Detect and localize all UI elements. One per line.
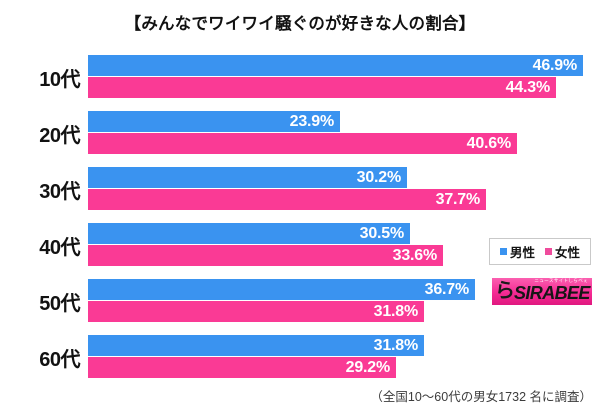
sirabee-logo: ニュースサイトしらべぇ ら SIRABEE	[492, 278, 592, 305]
bar-row-male: 30.5%	[88, 223, 410, 244]
age-label: 40代	[39, 237, 80, 259]
legend-swatch-female-icon	[545, 248, 552, 255]
bar-row-female: 44.3%	[88, 77, 556, 98]
bar-value-male: 23.9%	[289, 113, 335, 130]
age-group-row: 10代 46.9% 44.3%	[0, 55, 600, 100]
bar-value-female: 37.7%	[435, 191, 481, 208]
bar-row-female: 31.8%	[88, 301, 424, 322]
age-label: 30代	[39, 181, 80, 203]
bar-pair: 31.8% 29.2%	[88, 335, 600, 380]
legend-swatch-male-icon	[499, 248, 507, 255]
age-label: 50代	[39, 293, 80, 315]
bar-female[interactable]	[88, 77, 556, 98]
bar-row-female: 37.7%	[88, 189, 486, 210]
legend-item-male: 男性	[499, 242, 535, 261]
chart-footnote: （全国10～60代の男女1732 名に調査）	[370, 390, 592, 404]
bar-value-female: 40.6%	[466, 135, 512, 152]
bar-female[interactable]	[88, 133, 517, 154]
bar-female[interactable]	[88, 245, 443, 266]
bar-male[interactable]	[88, 279, 475, 300]
age-group-row: 60代 31.8% 29.2%	[0, 335, 600, 380]
age-group-row: 50代 36.7% 31.8%	[0, 279, 600, 324]
bar-value-male: 30.2%	[356, 169, 402, 186]
bar-value-male: 46.9%	[532, 57, 578, 74]
legend-label-female: 女性	[555, 246, 581, 260]
bar-male[interactable]	[88, 167, 407, 188]
logo-mark-icon: ら	[495, 280, 515, 302]
bar-female[interactable]	[88, 301, 424, 322]
logo-wordmark: SIRABEE	[514, 283, 590, 303]
legend-label-male: 男性	[509, 246, 535, 260]
bar-row-male: 46.9%	[88, 55, 583, 76]
age-group-row: 30代 30.2% 37.7%	[0, 167, 600, 212]
bar-row-male: 23.9%	[88, 111, 340, 132]
bar-row-male: 31.8%	[88, 335, 424, 356]
plot-area: 10代 46.9% 44.3% 20代 23.9%	[0, 55, 600, 385]
bar-value-male: 36.7%	[424, 281, 470, 298]
chart-legend: 男性 女性	[489, 238, 591, 265]
logo-tagline: ニュースサイトしらべぇ	[534, 278, 588, 283]
bar-pair: 36.7% 31.8%	[88, 279, 600, 324]
bar-row-male: 36.7%	[88, 279, 475, 300]
bar-value-male: 31.8%	[373, 337, 419, 354]
chart-title: 【みんなでワイワイ騒ぐのが好きな人の割合】	[124, 15, 476, 33]
age-label: 10代	[39, 69, 80, 91]
bar-pair: 30.2% 37.7%	[88, 167, 600, 212]
age-label: 20代	[39, 125, 80, 147]
bar-row-male: 30.2%	[88, 167, 407, 188]
bar-value-male: 30.5%	[359, 225, 405, 242]
bar-value-female: 33.6%	[392, 247, 438, 264]
bar-male[interactable]	[88, 335, 424, 356]
bar-value-female: 29.2%	[345, 359, 391, 376]
bar-female[interactable]	[88, 189, 486, 210]
bar-pair: 46.9% 44.3%	[88, 55, 600, 100]
bar-male[interactable]	[88, 223, 410, 244]
bar-female[interactable]	[88, 357, 396, 378]
bar-value-female: 31.8%	[373, 303, 419, 320]
age-label: 60代	[39, 349, 80, 371]
bar-value-female: 44.3%	[505, 79, 551, 96]
bar-male[interactable]	[88, 111, 340, 132]
bar-male[interactable]	[88, 55, 583, 76]
age-group-row: 20代 23.9% 40.6%	[0, 111, 600, 156]
bar-pair: 30.5% 33.6%	[88, 223, 600, 268]
bar-pair: 23.9% 40.6%	[88, 111, 600, 156]
bar-row-female: 29.2%	[88, 357, 396, 378]
age-group-row: 40代 30.5% 33.6%	[0, 223, 600, 268]
bar-row-female: 40.6%	[88, 133, 517, 154]
legend-item-female: 女性	[545, 242, 580, 261]
bar-row-female: 33.6%	[88, 245, 443, 266]
